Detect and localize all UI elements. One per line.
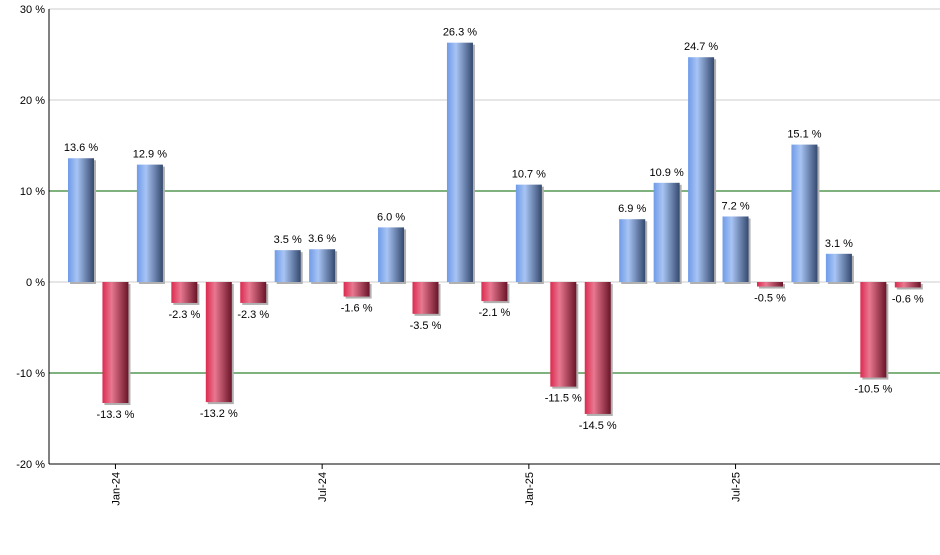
data-label: 10.9 %: [650, 167, 684, 179]
data-label: -0.6 %: [892, 293, 924, 305]
bar: [791, 144, 818, 282]
y-tick-label: -10 %: [16, 368, 45, 380]
x-tick-label: Jan-24: [110, 472, 122, 506]
bar: [619, 219, 646, 282]
data-label: 3.6 %: [308, 233, 336, 245]
data-label: 15.1 %: [787, 129, 821, 141]
bar: [274, 250, 301, 282]
data-label: 3.1 %: [825, 238, 853, 250]
bar: [102, 282, 129, 404]
bar: [688, 57, 715, 283]
bar: [68, 158, 94, 282]
bar: [481, 282, 508, 302]
data-label: 6.9 %: [618, 203, 646, 215]
bar: [550, 282, 577, 387]
data-label: -10.5 %: [854, 384, 892, 396]
bar: [240, 282, 267, 303]
data-label: 3.5 %: [274, 234, 302, 246]
data-label: 13.6 %: [64, 142, 98, 154]
data-label: -0.5 %: [754, 293, 786, 305]
bar: [378, 227, 405, 282]
data-label: 12.9 %: [133, 149, 167, 161]
data-label: 24.7 %: [684, 41, 718, 53]
x-tick-label: Jul-25: [731, 472, 743, 502]
bar: [171, 282, 198, 303]
data-label: -14.5 %: [579, 420, 617, 432]
data-label: -2.1 %: [479, 307, 511, 319]
data-label: -11.5 %: [545, 393, 582, 405]
y-tick-label: 0 %: [26, 277, 45, 289]
bar: [584, 282, 611, 414]
x-tick-label: Jan-25: [524, 472, 536, 506]
data-label: 10.7 %: [512, 169, 546, 181]
y-tick-label: 10 %: [20, 186, 45, 198]
bar: [446, 42, 473, 282]
bar: [309, 249, 336, 282]
bar: [825, 253, 852, 282]
bar: [515, 184, 542, 282]
bar: [136, 164, 163, 282]
data-label: 26.3 %: [443, 27, 477, 39]
data-label: 6.0 %: [377, 211, 405, 223]
data-label: -13.3 %: [96, 409, 134, 421]
y-tick-label: 30 %: [20, 4, 45, 16]
data-label: -1.6 %: [341, 303, 373, 315]
data-label: 7.2 %: [721, 200, 749, 212]
bar: [343, 282, 370, 297]
y-tick-label: 20 %: [20, 95, 45, 107]
bar: [205, 282, 232, 403]
bar: [653, 182, 680, 282]
bar: [412, 282, 439, 314]
data-label: -13.2 %: [200, 408, 238, 420]
bar: [757, 282, 783, 287]
data-label: -2.3 %: [168, 309, 200, 321]
bar: [860, 282, 887, 378]
data-label: -3.5 %: [410, 320, 442, 332]
x-tick-label: Jul-24: [317, 472, 329, 502]
bar: [894, 282, 921, 288]
data-label: -2.3 %: [237, 309, 269, 321]
y-tick-label: -20 %: [16, 459, 45, 471]
bar: [722, 216, 749, 282]
